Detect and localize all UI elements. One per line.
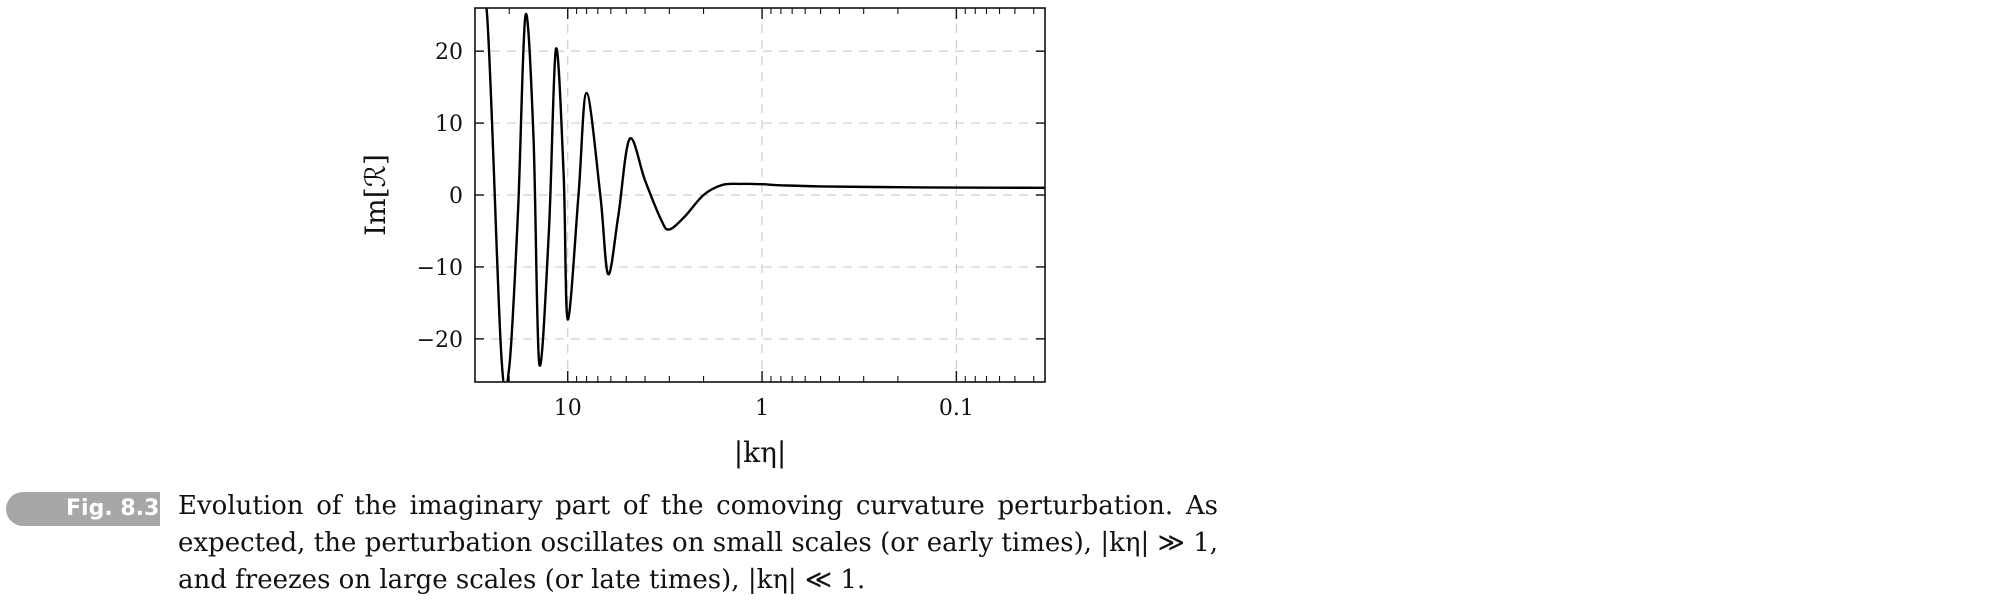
y-tick-label: −10 [417,256,463,281]
curve-layer [485,8,1045,382]
series-line [485,8,1045,382]
y-tick-label: 20 [435,40,463,65]
y-tick-label: 0 [449,184,463,209]
grid [475,8,1045,382]
ticks [475,8,1045,382]
x-tick-label: 0.1 [939,396,974,421]
tick-labels: 20 10 0 −10 −20 10 1 0.1 [417,40,974,421]
plot-frame [474,7,1046,383]
y-tick-label: −20 [417,328,463,353]
y-tick-label: 10 [435,112,463,137]
figure-number-badge: Fig. 8.3 [6,492,160,526]
chart: 20 10 0 −10 −20 10 1 0.1 |kη| Im[ℛ] [359,7,1046,469]
y-axis-label: Im[ℛ] [359,154,392,236]
caption-text: Evolution of the imaginary part of the c… [178,491,1218,595]
x-axis-label: |kη| [734,436,787,469]
x-tick-label: 1 [755,396,769,421]
x-tick-label: 10 [554,396,582,421]
